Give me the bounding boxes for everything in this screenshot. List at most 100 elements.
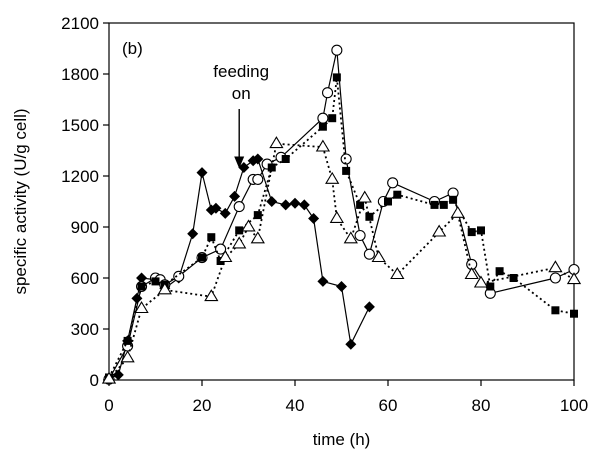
series-4-point bbox=[371, 250, 386, 263]
series-3-point bbox=[384, 197, 392, 206]
series-3-point bbox=[207, 233, 216, 242]
series-4-point bbox=[548, 260, 563, 273]
series-3-point bbox=[281, 155, 290, 163]
series-3-point bbox=[495, 267, 504, 276]
axes: 0 20 40 60 80 100 0 300 600 900 1200 1500 1800 2100 ti… bbox=[11, 14, 588, 449]
series-3-point bbox=[198, 253, 206, 262]
x-tick-label: 60 bbox=[379, 396, 398, 415]
series-1-point bbox=[112, 369, 124, 381]
series-4-point bbox=[232, 236, 247, 249]
series-1-point bbox=[363, 301, 375, 313]
series-3 bbox=[105, 73, 578, 382]
plot-frame bbox=[108, 22, 575, 381]
series-3-point bbox=[332, 73, 341, 82]
series-3-point bbox=[486, 282, 495, 291]
x-tick-label: 40 bbox=[286, 396, 305, 415]
series-3-point bbox=[253, 211, 262, 220]
series-4-point bbox=[218, 250, 233, 263]
series-3-point bbox=[356, 200, 365, 209]
series-1-point bbox=[345, 338, 357, 350]
series-4-point bbox=[566, 272, 582, 285]
series-3-point bbox=[439, 200, 448, 209]
series-4-point bbox=[157, 282, 172, 295]
series-1-line bbox=[108, 158, 370, 379]
y-tick-label: 1500 bbox=[61, 116, 99, 135]
series-3-point bbox=[328, 114, 337, 123]
series-2-point bbox=[233, 201, 245, 213]
series-3-point bbox=[318, 122, 327, 131]
series-3-point bbox=[137, 282, 146, 291]
series-3-point bbox=[342, 166, 351, 175]
series-2-point bbox=[321, 87, 334, 99]
series-3-point bbox=[123, 336, 132, 345]
series-4-point bbox=[325, 171, 340, 184]
series-2-point bbox=[252, 173, 264, 185]
series-1-point bbox=[317, 275, 329, 287]
x-tick-label: 80 bbox=[472, 396, 491, 415]
series-4-point bbox=[269, 136, 284, 149]
series-4-point bbox=[250, 231, 265, 244]
series-4-point bbox=[464, 267, 479, 280]
y-tick-label: 0 bbox=[90, 371, 99, 390]
series-1-point bbox=[252, 153, 264, 165]
panel-label: (b) bbox=[122, 39, 143, 58]
series-3-point bbox=[235, 226, 244, 235]
series-3-point bbox=[570, 309, 578, 318]
series-3-line bbox=[108, 77, 575, 378]
y-tick-label: 1200 bbox=[61, 167, 99, 186]
series-2-point bbox=[317, 112, 329, 124]
series-4-point bbox=[357, 190, 372, 203]
series-2-point bbox=[331, 44, 343, 56]
x-tick-label: 0 bbox=[104, 396, 113, 415]
series-4-point bbox=[120, 350, 135, 363]
annotations: feeding on bbox=[213, 62, 269, 169]
series-layer bbox=[101, 44, 582, 385]
series-3-point bbox=[509, 274, 518, 282]
y-tick-label: 600 bbox=[71, 269, 99, 288]
series-3-point bbox=[151, 277, 160, 286]
series-1-point bbox=[136, 272, 148, 284]
series-4-point bbox=[329, 210, 344, 223]
series-4-point bbox=[473, 275, 489, 288]
series-1-point bbox=[238, 162, 250, 173]
series-4-point bbox=[101, 371, 117, 384]
series-2-point bbox=[215, 243, 227, 255]
series-4-point bbox=[450, 205, 465, 218]
series-1-point bbox=[289, 197, 301, 209]
y-tick-label: 900 bbox=[71, 218, 99, 237]
x-tick-label: 100 bbox=[560, 396, 588, 415]
y-tick-label: 2100 bbox=[61, 14, 99, 33]
x-axis-label: time (h) bbox=[313, 430, 371, 449]
series-1-point bbox=[336, 281, 347, 292]
series-1-point bbox=[187, 228, 199, 240]
series-2-point bbox=[387, 177, 399, 189]
series-4-point bbox=[241, 219, 256, 232]
series-2-point bbox=[363, 248, 375, 260]
y-tick-label: 1800 bbox=[61, 65, 99, 84]
series-1-point bbox=[280, 199, 292, 211]
series-1-point bbox=[308, 213, 320, 224]
y-tick-label: 300 bbox=[71, 320, 99, 339]
series-3-point bbox=[467, 228, 476, 237]
annotation-arrow-head bbox=[234, 156, 245, 169]
series-3-point bbox=[393, 190, 402, 199]
y-axis-label: specific activity (U/g cell) bbox=[11, 108, 30, 294]
series-4-point bbox=[204, 289, 219, 302]
series-3-point bbox=[551, 306, 560, 315]
series-3-point bbox=[477, 226, 485, 235]
series-1-point bbox=[229, 190, 241, 202]
series-2-point bbox=[354, 229, 366, 242]
series-1-point bbox=[219, 207, 231, 219]
series-1-point bbox=[298, 199, 310, 211]
series-2 bbox=[103, 44, 580, 385]
series-3-point bbox=[449, 195, 458, 204]
series-4-point bbox=[390, 267, 405, 280]
series-2-line bbox=[108, 50, 575, 380]
series-4-point bbox=[432, 224, 447, 237]
series-3-point bbox=[430, 200, 439, 209]
series-4-point bbox=[134, 301, 149, 314]
series-2-point bbox=[549, 272, 561, 284]
series-3-point bbox=[267, 163, 276, 172]
x-tick-label: 20 bbox=[193, 396, 212, 415]
